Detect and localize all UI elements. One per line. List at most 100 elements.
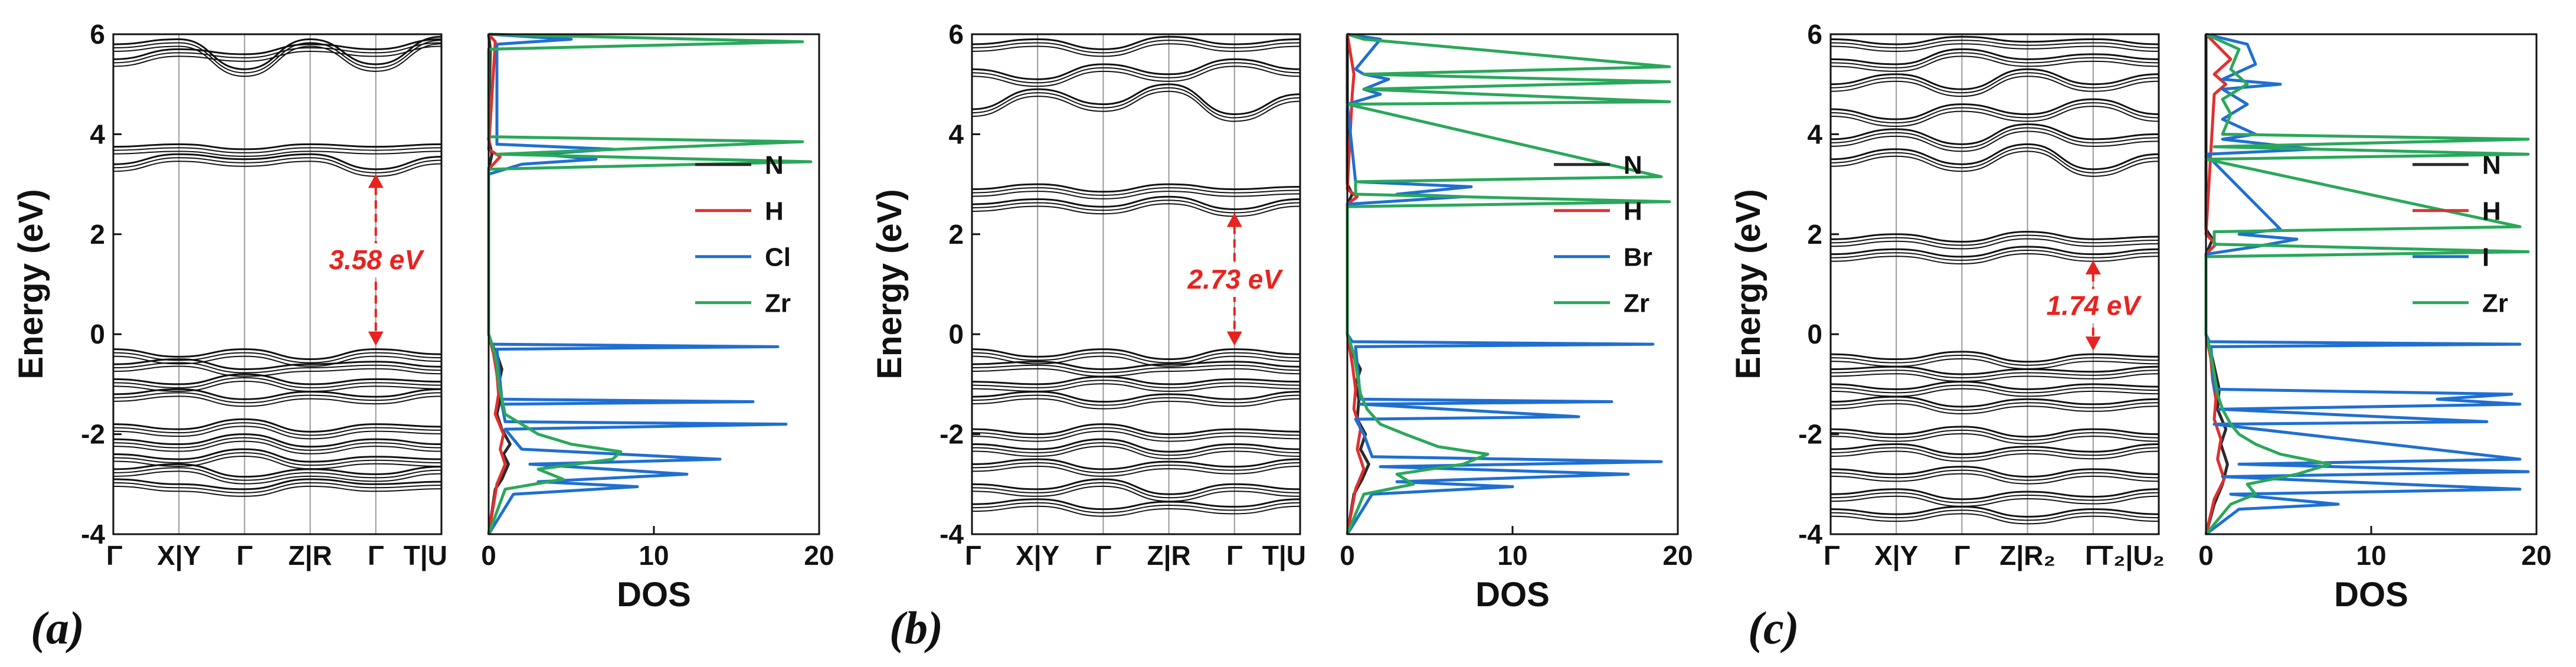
band-line <box>1830 488 2159 501</box>
band-line <box>113 482 442 493</box>
dos-x-tick-label: 0 <box>2198 540 2214 571</box>
band-line <box>1830 429 2159 441</box>
kpath-label: Γ <box>1095 540 1112 571</box>
kpath-label: Z|R₂ <box>1999 540 2055 571</box>
band-line <box>113 43 442 77</box>
band-line <box>971 187 1301 196</box>
band-line <box>1830 106 2159 127</box>
band-line <box>971 90 1301 122</box>
band-line <box>1830 509 2159 521</box>
band-line <box>1830 447 2159 459</box>
kpath-label: T|U <box>1262 540 1306 571</box>
band-line <box>971 478 1301 495</box>
band-line <box>113 418 442 433</box>
band-line <box>1830 400 2159 411</box>
y-tick-label: 2 <box>1807 219 1822 250</box>
band-line <box>1830 231 2159 243</box>
legend-label: Cl <box>765 243 791 272</box>
band-line <box>1830 426 2159 438</box>
band-line <box>1830 373 2159 382</box>
band-line <box>113 456 442 470</box>
dos-series-i <box>2204 32 2530 535</box>
legend-label: N <box>765 151 784 180</box>
band-line <box>971 183 1301 193</box>
band-line <box>113 151 442 157</box>
y-tick-label: 2 <box>948 219 964 250</box>
gap-arrow-head-top <box>1226 212 1242 227</box>
legend-label: N <box>2482 151 2501 180</box>
band-line <box>1830 351 2159 363</box>
dos-x-axis-label: DOS <box>617 576 691 614</box>
kpath-label: Z|R <box>288 540 332 571</box>
band-line <box>971 361 1301 370</box>
band-line <box>1830 381 2159 390</box>
dos-x-axis-label: DOS <box>2334 576 2408 614</box>
band-line <box>113 157 442 174</box>
band-line <box>113 426 442 440</box>
y-tick-label: 0 <box>1807 319 1822 349</box>
band-line <box>971 368 1301 377</box>
band-line <box>113 452 442 466</box>
y-tick-label: 4 <box>90 119 105 149</box>
band-line <box>113 147 442 153</box>
band-line <box>971 502 1301 514</box>
band-line <box>1830 127 2159 149</box>
band-line <box>1830 98 2159 120</box>
band-line <box>113 380 442 392</box>
band-line <box>1830 238 2159 250</box>
band-line <box>1830 55 2159 72</box>
y-tick-label: 6 <box>948 19 964 50</box>
band-line <box>1830 102 2159 123</box>
band-line <box>113 153 442 171</box>
kpath-label: Z|R <box>1147 540 1190 571</box>
band-line <box>1830 246 2159 258</box>
gap-label-background <box>2034 289 2152 323</box>
band-plot-frame <box>112 33 443 535</box>
gap-arrow-head-bottom <box>1226 331 1242 346</box>
band-line <box>971 498 1301 511</box>
dos-x-axis-label: DOS <box>1475 576 1550 614</box>
band-line <box>113 161 442 177</box>
band-line <box>1830 68 2159 90</box>
dos-series-h <box>1346 34 1366 535</box>
band-line <box>113 377 442 388</box>
band-line <box>971 200 1301 214</box>
band-line <box>113 348 442 361</box>
band-line <box>113 362 442 374</box>
band-line <box>971 191 1301 200</box>
band-line <box>1830 450 2159 462</box>
band-line <box>971 35 1301 50</box>
band-line <box>113 42 442 64</box>
band-line <box>971 87 1301 119</box>
kpath-label: T|U <box>404 540 447 571</box>
dos-x-tick-label: 10 <box>639 540 669 571</box>
legend-label: H <box>765 197 784 226</box>
dos-series-zr <box>487 32 813 535</box>
band-line <box>971 203 1301 217</box>
gap-annotation-label: 1.74 eV <box>2047 290 2142 321</box>
band-line <box>1830 443 2159 455</box>
band-line <box>1830 433 2159 444</box>
band-line <box>113 485 442 497</box>
kpath-label: X|Y <box>1016 540 1059 571</box>
band-line <box>113 40 442 74</box>
dos-series-n <box>1346 34 1370 535</box>
band-line <box>1830 492 2159 503</box>
gap-arrow-head-bottom <box>368 331 384 346</box>
legend-label: Zr <box>1623 289 1649 318</box>
band-line <box>1830 513 2159 525</box>
band-line <box>971 195 1301 210</box>
band-line <box>971 83 1301 116</box>
legend-label: I <box>2482 243 2489 272</box>
y-tick-label: 2 <box>90 219 105 250</box>
band-line <box>113 392 442 404</box>
band-plot-frame <box>971 33 1301 535</box>
kpath-label: Γ <box>1954 540 1971 571</box>
band-line <box>113 448 442 463</box>
band-line <box>971 391 1301 403</box>
band-line <box>1830 473 2159 485</box>
band-line <box>113 470 442 485</box>
band-line <box>971 43 1301 57</box>
y-tick-label: -2 <box>940 419 964 450</box>
